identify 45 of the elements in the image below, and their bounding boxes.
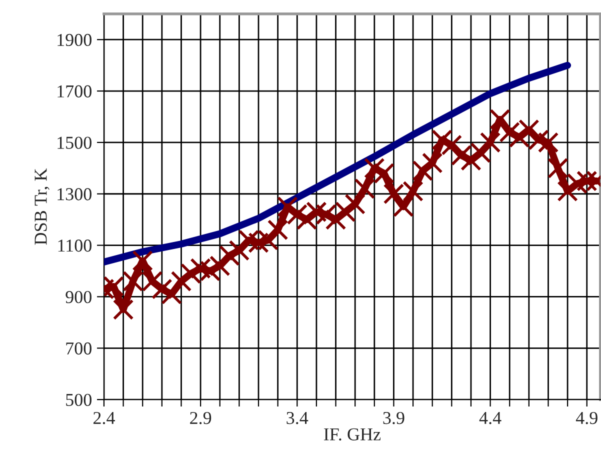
y-tick-label: 700 [66, 342, 92, 355]
y-tick-label: 1500 [58, 136, 92, 149]
y-tick-label: 900 [66, 290, 92, 304]
point [104, 276, 124, 297]
point [228, 240, 250, 261]
y-tick-label: 1900 [58, 34, 92, 46]
y-tick-label: 1700 [58, 85, 92, 98]
x-tick-label: 2.9 [190, 412, 212, 424]
x-tick-label: 4.9 [576, 412, 598, 424]
point [480, 132, 501, 153]
point [296, 209, 318, 230]
x-tick-label: 4.4 [479, 412, 502, 424]
y-axis-title: DSB Tr, K [34, 168, 50, 245]
point [547, 158, 568, 179]
point [112, 299, 134, 320]
y-tick-label: 1300 [58, 188, 92, 200]
x-tick-label: 3.9 [383, 412, 404, 424]
point [576, 170, 598, 192]
point [277, 196, 298, 218]
y-tick-label: 500 [66, 394, 92, 406]
point [152, 278, 172, 300]
point [325, 209, 346, 230]
x-axis-title: IF. GHz [324, 428, 381, 441]
point [412, 160, 434, 182]
point [432, 129, 452, 150]
point [392, 196, 414, 218]
point [490, 108, 510, 130]
point [441, 134, 462, 156]
point [460, 150, 482, 171]
point [557, 180, 578, 202]
point [248, 232, 269, 254]
point [422, 152, 443, 174]
x-tick-label: 3.4 [286, 412, 308, 424]
point [538, 132, 559, 153]
point [267, 219, 288, 240]
point [364, 158, 385, 179]
y-tick-label: 1100 [58, 240, 92, 252]
point [344, 194, 366, 215]
point [374, 162, 394, 184]
point [161, 284, 182, 305]
x-tick-label: 2.4 [93, 412, 115, 424]
point [132, 250, 154, 272]
point [170, 270, 192, 292]
point [219, 245, 240, 266]
point [354, 178, 376, 200]
